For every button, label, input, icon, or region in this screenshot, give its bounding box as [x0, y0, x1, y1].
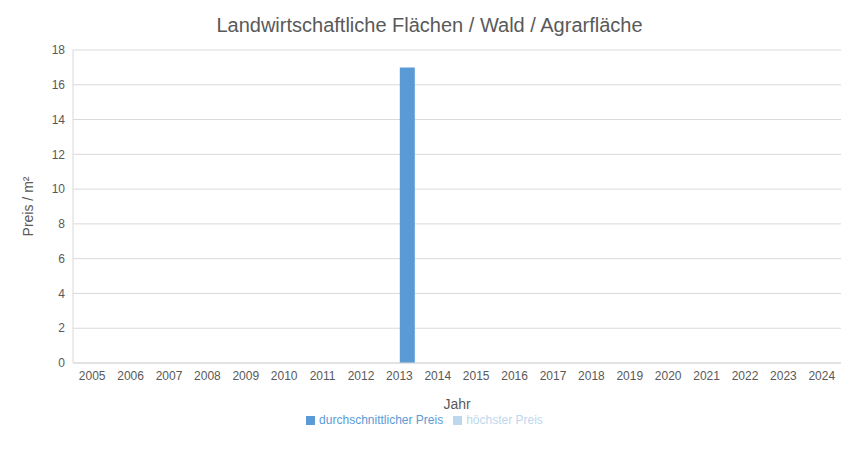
svg-text:10: 10: [52, 182, 66, 196]
svg-text:2: 2: [58, 321, 65, 335]
svg-text:2024: 2024: [808, 369, 835, 383]
svg-text:2011: 2011: [310, 369, 336, 383]
svg-text:2019: 2019: [616, 369, 643, 383]
svg-text:12: 12: [52, 148, 66, 162]
svg-text:2020: 2020: [655, 369, 682, 383]
svg-text:2012: 2012: [348, 369, 375, 383]
svg-text:16: 16: [52, 78, 66, 92]
svg-text:2013: 2013: [386, 369, 413, 383]
svg-text:2007: 2007: [156, 369, 183, 383]
svg-text:2009: 2009: [232, 369, 259, 383]
svg-text:2005: 2005: [79, 369, 106, 383]
html-text:Landwirtschaftliche Flächen /: Landwirtschaftliche Flächen / Wald / Agr…: [216, 14, 643, 36]
svg-text:0: 0: [58, 356, 65, 370]
svg-text:2010: 2010: [271, 369, 298, 383]
svg-text:6: 6: [58, 252, 65, 266]
svg-text:2015: 2015: [463, 369, 490, 383]
svg-text:2006: 2006: [117, 369, 144, 383]
svg-text:2016: 2016: [501, 369, 528, 383]
svg-text:14: 14: [52, 113, 66, 127]
svg-text:2021: 2021: [693, 369, 720, 383]
svg-text:2022: 2022: [732, 369, 759, 383]
svg-text:18: 18: [52, 43, 66, 57]
svg-text:2008: 2008: [194, 369, 221, 383]
svg-text:8: 8: [58, 217, 65, 231]
html-text:durchschnittlicher Preis: durchschnittlicher Preis: [319, 413, 444, 427]
svg-text:4: 4: [58, 287, 65, 301]
svg-text:2023: 2023: [770, 369, 797, 383]
html-text:höchster Preis: höchster Preis: [466, 413, 543, 427]
svg-text:Jahr: Jahr: [443, 396, 471, 412]
svg-text:2017: 2017: [540, 369, 567, 383]
svg-text:2018: 2018: [578, 369, 605, 383]
svg-text:Preis / m²: Preis / m²: [20, 176, 36, 236]
svg-text:2014: 2014: [424, 369, 451, 383]
